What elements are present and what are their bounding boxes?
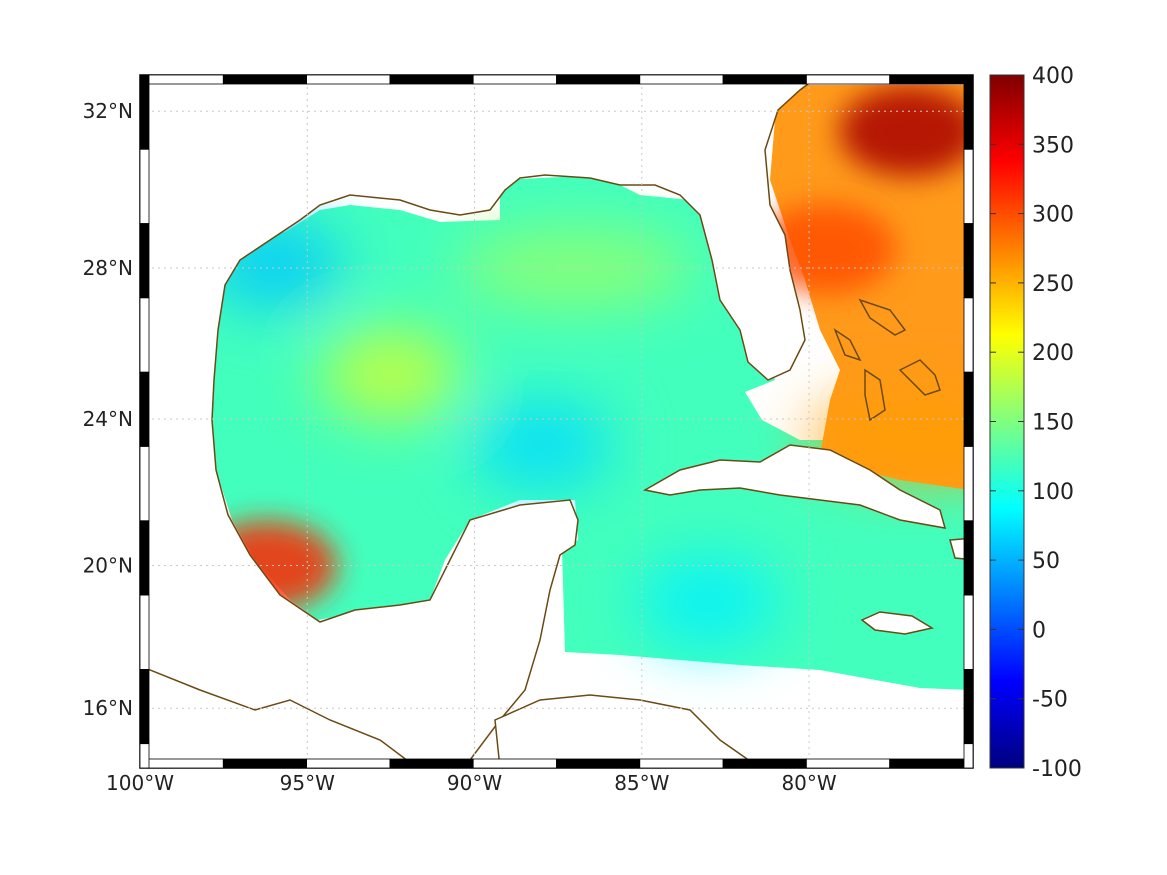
frame-seg-bottom <box>722 758 807 769</box>
y-tick-labels: 32°N 28°N 24°N 20°N 16°N <box>83 99 133 720</box>
frame-seg-left <box>139 669 150 745</box>
colorbar-tick-label: 50 <box>1032 549 1060 574</box>
field-north-gulf-band <box>454 227 695 308</box>
colorbar-tick-label: 300 <box>1032 203 1074 228</box>
bahamas-islands <box>833 298 941 422</box>
frame-seg-bottom <box>389 758 474 769</box>
frame-seg-bottom <box>306 758 391 769</box>
frame-seg-bottom <box>639 758 724 769</box>
frame-seg-left <box>139 446 150 522</box>
frame-seg-left <box>139 74 150 150</box>
frame-seg-right <box>963 669 974 745</box>
frame-seg-right <box>963 371 974 447</box>
atlantic-water <box>770 85 970 490</box>
frame-seg-left <box>139 520 150 596</box>
x-tick-label: 90°W <box>447 771 502 795</box>
x-tick-labels: 100°W 95°W 90°W 85°W 80°W <box>106 771 837 795</box>
colorbar-tick-label: 200 <box>1032 341 1074 366</box>
frame-seg-top <box>639 74 724 85</box>
frame-seg-left <box>139 743 150 769</box>
field-central-gulf-blue <box>471 399 612 490</box>
frame-seg-right <box>963 743 974 769</box>
frame-seg-left <box>139 371 150 447</box>
central-america <box>494 694 762 768</box>
frame-seg-top <box>306 74 391 85</box>
colorbar-tick-label: -50 <box>1032 688 1068 713</box>
frame-seg-top <box>139 74 224 85</box>
y-tick-label: 32°N <box>83 99 133 123</box>
frame-seg-bottom <box>806 758 891 769</box>
frame-seg-bottom <box>472 758 557 769</box>
graticule <box>140 75 973 768</box>
colorbar-tick-label: 150 <box>1032 411 1074 436</box>
frame-seg-top <box>889 74 974 85</box>
field-gulf-stream-red <box>839 86 973 177</box>
field-west-gulf-yellow <box>320 329 461 420</box>
frame-seg-top <box>472 74 557 85</box>
field-bahamas-orange-band <box>806 397 973 478</box>
colorbar-tick-label: 0 <box>1032 618 1046 643</box>
frame-seg-bottom <box>556 758 641 769</box>
jamaica <box>860 611 934 635</box>
frame-seg-right <box>963 594 974 670</box>
cuba <box>642 444 947 529</box>
x-tick-label: 100°W <box>106 771 174 795</box>
frame-seg-right <box>963 148 974 225</box>
frame-seg-top <box>722 74 807 85</box>
field-caribbean-blue <box>638 556 779 647</box>
land-masses <box>140 75 973 768</box>
y-tick-label: 24°N <box>83 407 133 431</box>
frame-seg-right <box>963 223 974 299</box>
us-mainland <box>140 75 973 768</box>
colorbar-tick-label: 250 <box>1032 272 1074 297</box>
frame-seg-top <box>556 74 641 85</box>
frame-seg-top <box>222 74 308 85</box>
frame-seg-right <box>963 520 974 596</box>
colorbar: 400 350 300 250 200 150 100 50 0 -50 -100 <box>989 64 1082 782</box>
frame-seg-left <box>139 594 150 670</box>
frame-seg-bottom <box>222 758 308 769</box>
frame-seg-bottom <box>889 758 974 769</box>
colorbar-ticks: 400 350 300 250 200 150 100 50 0 -50 -100 <box>990 64 1082 782</box>
frame-seg-left <box>139 297 150 373</box>
colorbar-tick-label: 100 <box>1032 480 1074 505</box>
frame-seg-right <box>963 74 974 150</box>
frame-seg-right <box>963 446 974 522</box>
frame-seg-left <box>139 223 150 299</box>
y-tick-label: 28°N <box>83 256 133 280</box>
frame-seg-top <box>806 74 891 85</box>
x-tick-label: 85°W <box>614 771 669 795</box>
frame-seg-right <box>963 297 974 373</box>
frame-seg-left <box>139 148 150 225</box>
map-frame <box>139 74 974 769</box>
map-panel <box>140 75 973 768</box>
colorbar-tick-label: 350 <box>1032 133 1074 158</box>
frame-seg-top <box>389 74 474 85</box>
colorbar-tick-label: -100 <box>1032 757 1082 782</box>
colorbar-tick-label: 400 <box>1032 64 1074 89</box>
x-tick-label: 95°W <box>280 771 335 795</box>
x-tick-label: 80°W <box>781 771 836 795</box>
y-tick-label: 20°N <box>83 553 133 577</box>
y-tick-label: 16°N <box>83 696 133 720</box>
frame-seg-bottom <box>139 758 224 769</box>
